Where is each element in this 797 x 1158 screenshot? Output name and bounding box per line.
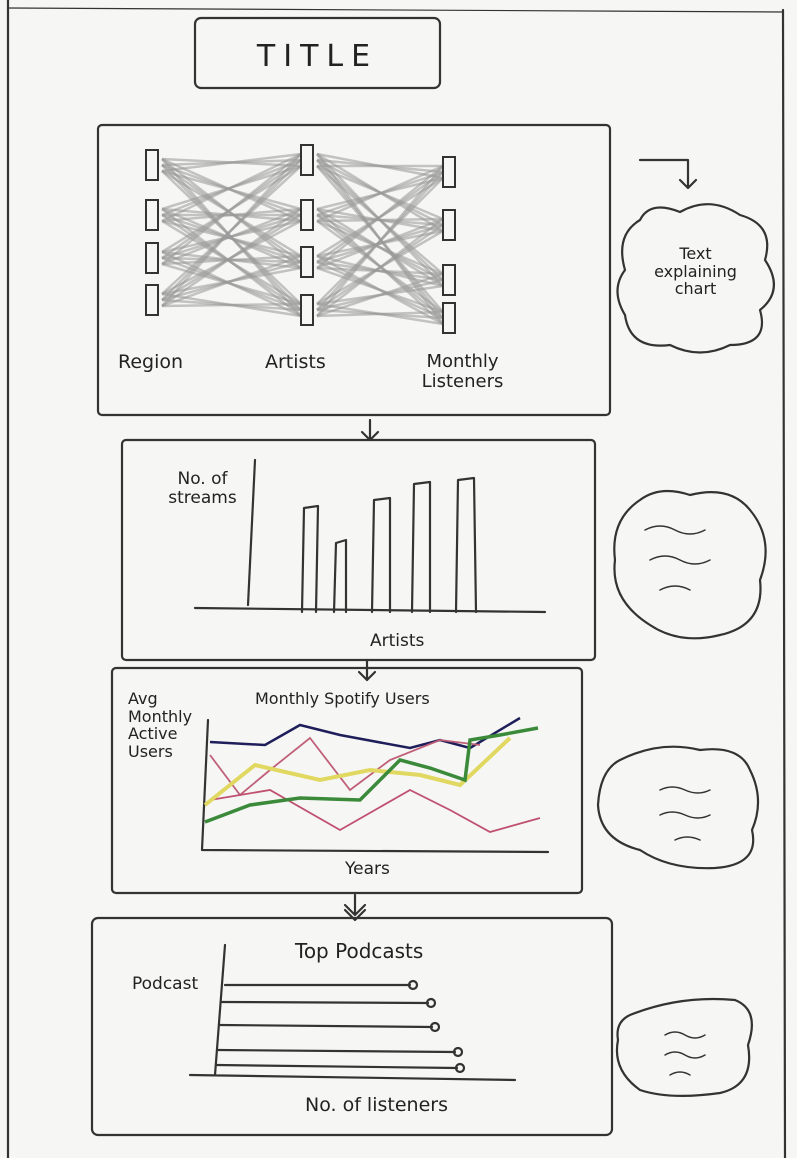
axes <box>193 458 547 614</box>
y-axis-label: Podcast <box>132 974 199 994</box>
axes <box>188 943 517 1082</box>
node-label: Region <box>118 351 184 373</box>
note-cloud <box>616 203 775 354</box>
line-sketch <box>209 788 541 833</box>
flow-line <box>316 310 444 318</box>
page-title: TITLE <box>256 39 379 74</box>
x-axis-label: Years <box>345 859 390 879</box>
arrow <box>343 893 367 922</box>
scribble <box>644 525 711 591</box>
flow-line <box>161 302 302 308</box>
arrow <box>357 658 377 682</box>
panel-frame <box>96 123 612 417</box>
y-axis-label: Avg Monthly Active Users <box>128 689 193 761</box>
node-box <box>145 284 159 316</box>
chart-title: Top Podcasts <box>295 939 424 963</box>
chart-title: Monthly Spotify Users <box>255 689 430 708</box>
lollipop-sketch <box>215 979 466 1074</box>
panel-frame <box>90 916 614 1137</box>
node-label: Artists <box>265 351 326 373</box>
bar-sketch <box>300 476 478 614</box>
node-box <box>300 246 314 278</box>
y-axis-label: No. of streams <box>168 469 237 508</box>
node-box <box>145 242 159 274</box>
node-box <box>145 149 159 181</box>
page-border <box>781 8 787 1158</box>
axes <box>200 718 550 854</box>
node-label: Monthly Listeners <box>421 351 504 392</box>
page-border <box>7 7 784 13</box>
node-box <box>442 156 456 188</box>
node-box <box>442 209 456 241</box>
panel-frame <box>120 438 597 662</box>
panel-frame <box>110 666 584 895</box>
node-box <box>442 302 456 334</box>
node-box <box>442 264 456 296</box>
scribble <box>659 786 711 841</box>
flow-line <box>316 266 444 314</box>
note-cloud <box>615 997 753 1097</box>
scribble <box>664 1031 706 1076</box>
flow-line <box>161 262 302 306</box>
note-cloud <box>613 489 767 640</box>
node-box <box>300 199 314 231</box>
x-axis-label: No. of listeners <box>305 1094 448 1116</box>
note-text: Text explaining chart <box>654 244 737 299</box>
node-box <box>300 144 314 176</box>
arrow <box>360 418 380 442</box>
line-sketch <box>209 716 521 750</box>
line-sketch <box>203 736 512 807</box>
x-axis-label: Artists <box>370 631 425 651</box>
node-box <box>145 199 159 231</box>
note-cloud <box>596 745 760 870</box>
title-box <box>193 16 442 90</box>
node-box <box>300 294 314 326</box>
flow-line <box>316 266 444 276</box>
flow-line <box>316 165 444 313</box>
flow-line <box>316 272 444 318</box>
arrow <box>638 158 698 190</box>
sankey-sketch <box>145 144 456 334</box>
line-sketch <box>204 726 539 824</box>
flow-line <box>161 219 302 306</box>
line-sketch <box>209 736 481 797</box>
